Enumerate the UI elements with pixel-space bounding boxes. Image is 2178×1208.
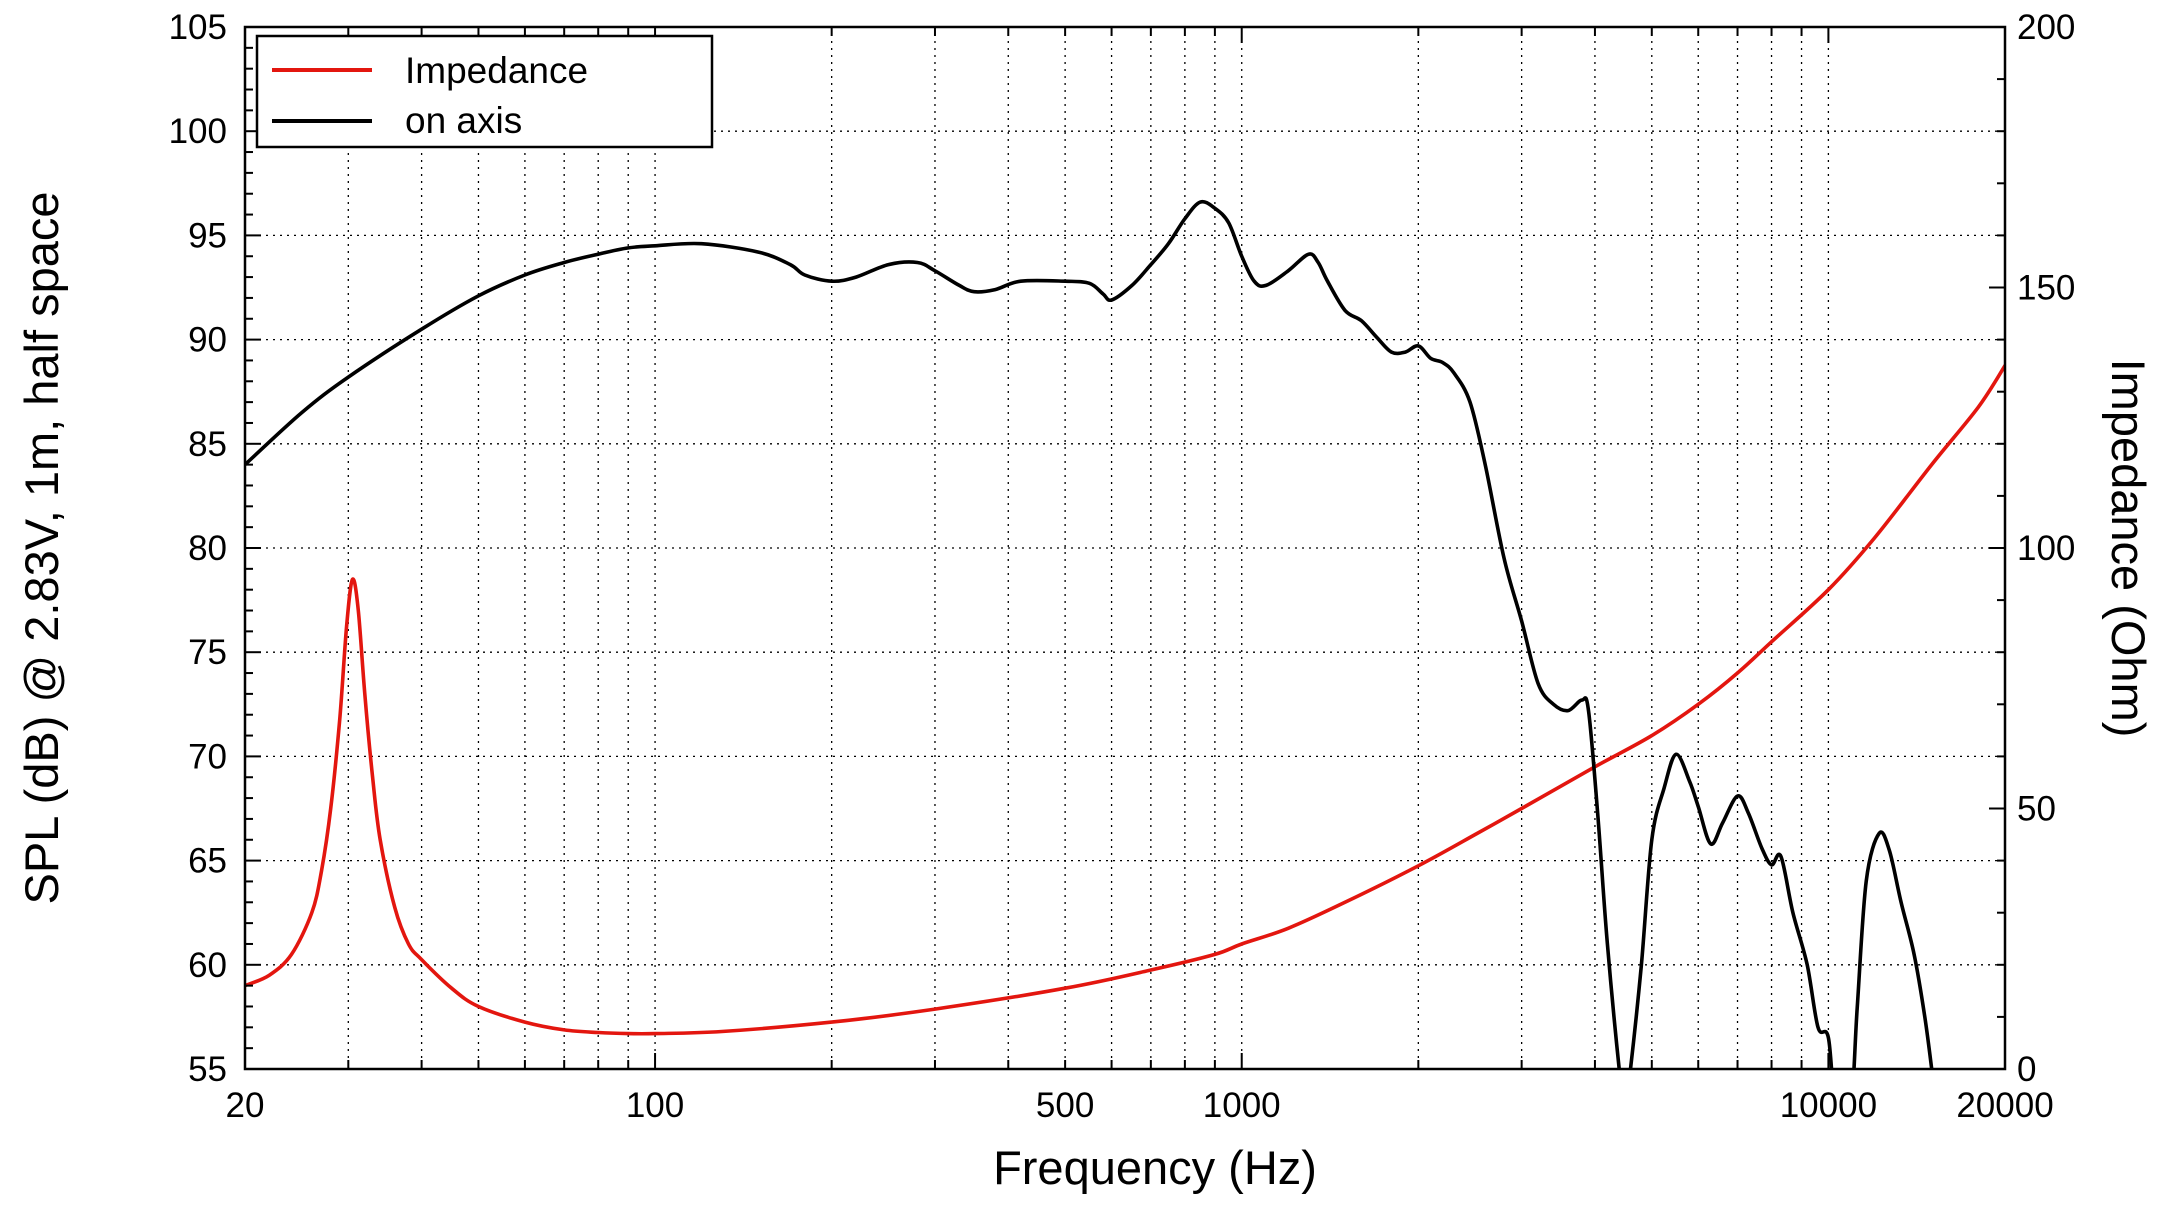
grid <box>245 27 2005 1069</box>
axis-ticks: 20 100 500 1000 10000 20000556065707580859095… <box>169 8 2076 1125</box>
y-right-tick-label-100: 100 <box>2017 529 2075 568</box>
y-right-tick-label-200: 200 <box>2017 8 2075 47</box>
x-tick-label-20: 20 <box>226 1086 265 1125</box>
y-left-tick-label-60: 60 <box>188 946 227 985</box>
y-left-tick-label-85: 85 <box>188 425 227 464</box>
series-line-impedance <box>245 363 2005 1036</box>
series-line-on-axis <box>245 199 1934 1069</box>
legend-label-on-axis: on axis <box>405 100 522 141</box>
y-left-tick-label-75: 75 <box>188 633 227 672</box>
x-tick-label-10000: 10000 <box>1780 1086 1877 1125</box>
y-axis-left-title: SPL (dB) @ 2.83V, 1m, half space <box>15 191 68 904</box>
y-left-tick-label-100: 100 <box>169 112 227 151</box>
y-left-tick-label-80: 80 <box>188 529 227 568</box>
x-tick-label-500: 500 <box>1036 1086 1094 1125</box>
y-left-tick-label-55: 55 <box>188 1050 227 1089</box>
legend-box <box>255 34 714 149</box>
y-left-tick-label-90: 90 <box>188 321 227 360</box>
plot-frame <box>243 25 2007 1071</box>
legend-label-impedance: Impedance <box>405 50 588 91</box>
y-left-tick-label-105: 105 <box>169 8 227 47</box>
legend: Impedance on axis <box>255 34 714 149</box>
x-tick-label-20000: 20000 <box>1956 1086 2053 1125</box>
x-tick-label-1000: 1000 <box>1203 1086 1281 1125</box>
plot-series <box>245 199 2005 1069</box>
y-axis-right-title: Impedance (Ohm) <box>2102 359 2155 738</box>
y-left-tick-label-65: 65 <box>188 842 227 881</box>
y-right-tick-label-0: 0 <box>2017 1050 2036 1089</box>
x-axis-title: Frequency (Hz) <box>993 1141 1317 1194</box>
y-left-tick-label-70: 70 <box>188 737 227 776</box>
x-tick-label-100: 100 <box>626 1086 684 1125</box>
y-left-tick-label-95: 95 <box>188 216 227 255</box>
y-right-tick-label-150: 150 <box>2017 269 2075 308</box>
y-right-tick-label-50: 50 <box>2017 790 2056 829</box>
